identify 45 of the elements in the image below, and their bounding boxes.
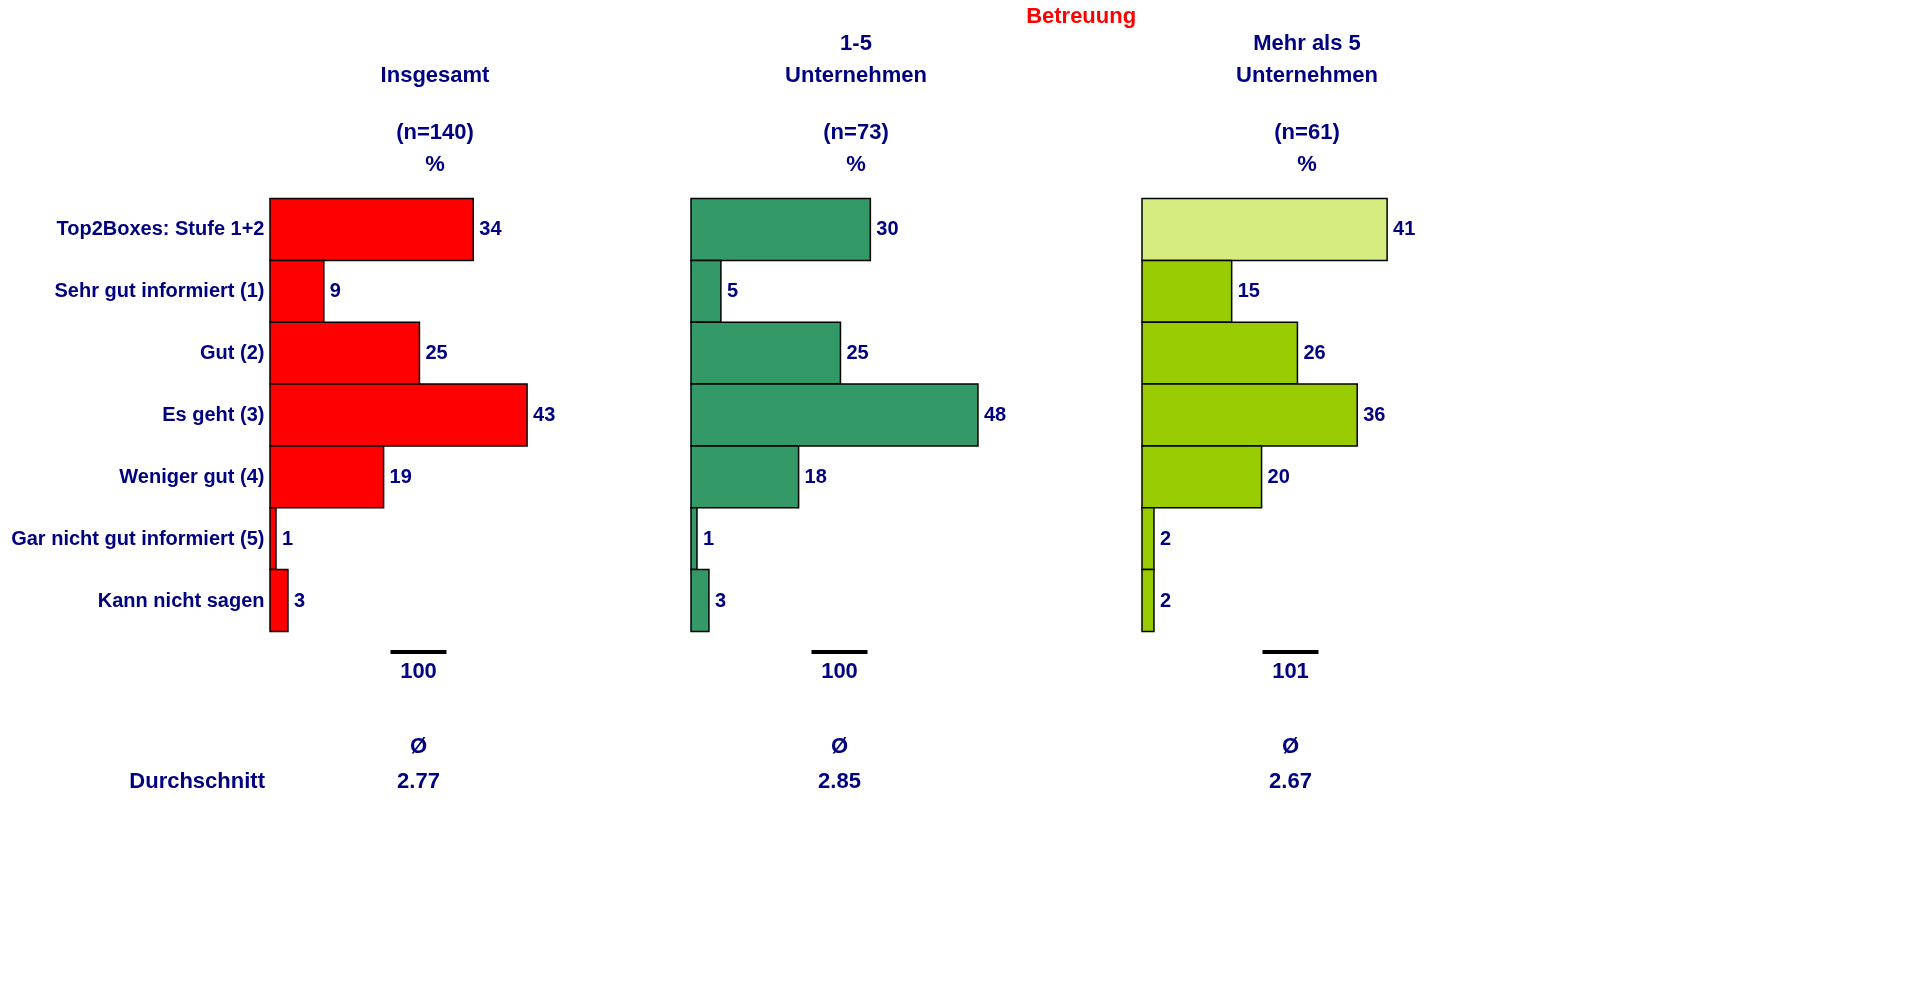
y-tick-label: Gar nicht gut informiert (5) — [11, 526, 265, 549]
data-label: 18 — [804, 464, 827, 487]
chart-subtitle: (n=61) % — [1274, 119, 1340, 176]
data-label: 9 — [329, 279, 341, 302]
chart-subtitle: (n=73) % — [823, 119, 889, 176]
text: 2.67 — [1269, 768, 1312, 793]
chart-title: Mehr als 5 Unternehmen — [1236, 30, 1378, 87]
data-label: 1 — [281, 526, 294, 549]
text: 101 — [1272, 658, 1309, 683]
data-label: 2 — [1159, 588, 1172, 611]
data-label: 15 — [1237, 279, 1260, 302]
data-label: 3 — [714, 588, 727, 611]
text: Betreuung — [1026, 3, 1137, 28]
text: 2.85 — [818, 768, 861, 793]
chart-title: 1-5 Unternehmen — [785, 30, 927, 87]
data-label: 19 — [389, 464, 412, 487]
data-label: 1 — [702, 526, 715, 549]
y-tick-label: Weniger gut (4) — [119, 464, 265, 487]
y-tick-label: Sehr gut informiert (1) — [54, 279, 265, 302]
y-tick-label: Gut (2) — [200, 341, 265, 364]
y-tick-label: Top2Boxes: Stufe 1+2 — [56, 217, 265, 240]
text: Ø — [830, 733, 849, 758]
text: 100 — [821, 658, 858, 683]
data-label: 20 — [1267, 464, 1290, 487]
data-label: 43 — [533, 403, 556, 425]
data-label: 25 — [846, 341, 869, 364]
data-label: 48 — [983, 403, 1007, 425]
data-label: 30 — [876, 217, 899, 240]
chart-title: Insgesamt — [380, 62, 491, 87]
data-label: 34 — [479, 217, 503, 240]
data-label: 41 — [1393, 217, 1416, 240]
data-label: 3 — [293, 588, 306, 611]
y-tick-label: Es geht (3) — [162, 403, 265, 425]
data-label: 36 — [1363, 403, 1386, 425]
y-tick-label: Kann nicht sagen — [97, 588, 265, 611]
text: 2.77 — [397, 768, 440, 793]
text: Ø — [409, 733, 428, 758]
data-label: 26 — [1303, 341, 1326, 364]
chart-subtitle: (n=140) % — [396, 119, 474, 176]
text: Durchschnitt — [129, 768, 266, 793]
data-label: 2 — [1159, 526, 1172, 549]
data-label: 25 — [425, 341, 448, 364]
text: Ø — [1281, 733, 1300, 758]
data-label: 5 — [726, 279, 739, 302]
text: 100 — [400, 658, 437, 683]
